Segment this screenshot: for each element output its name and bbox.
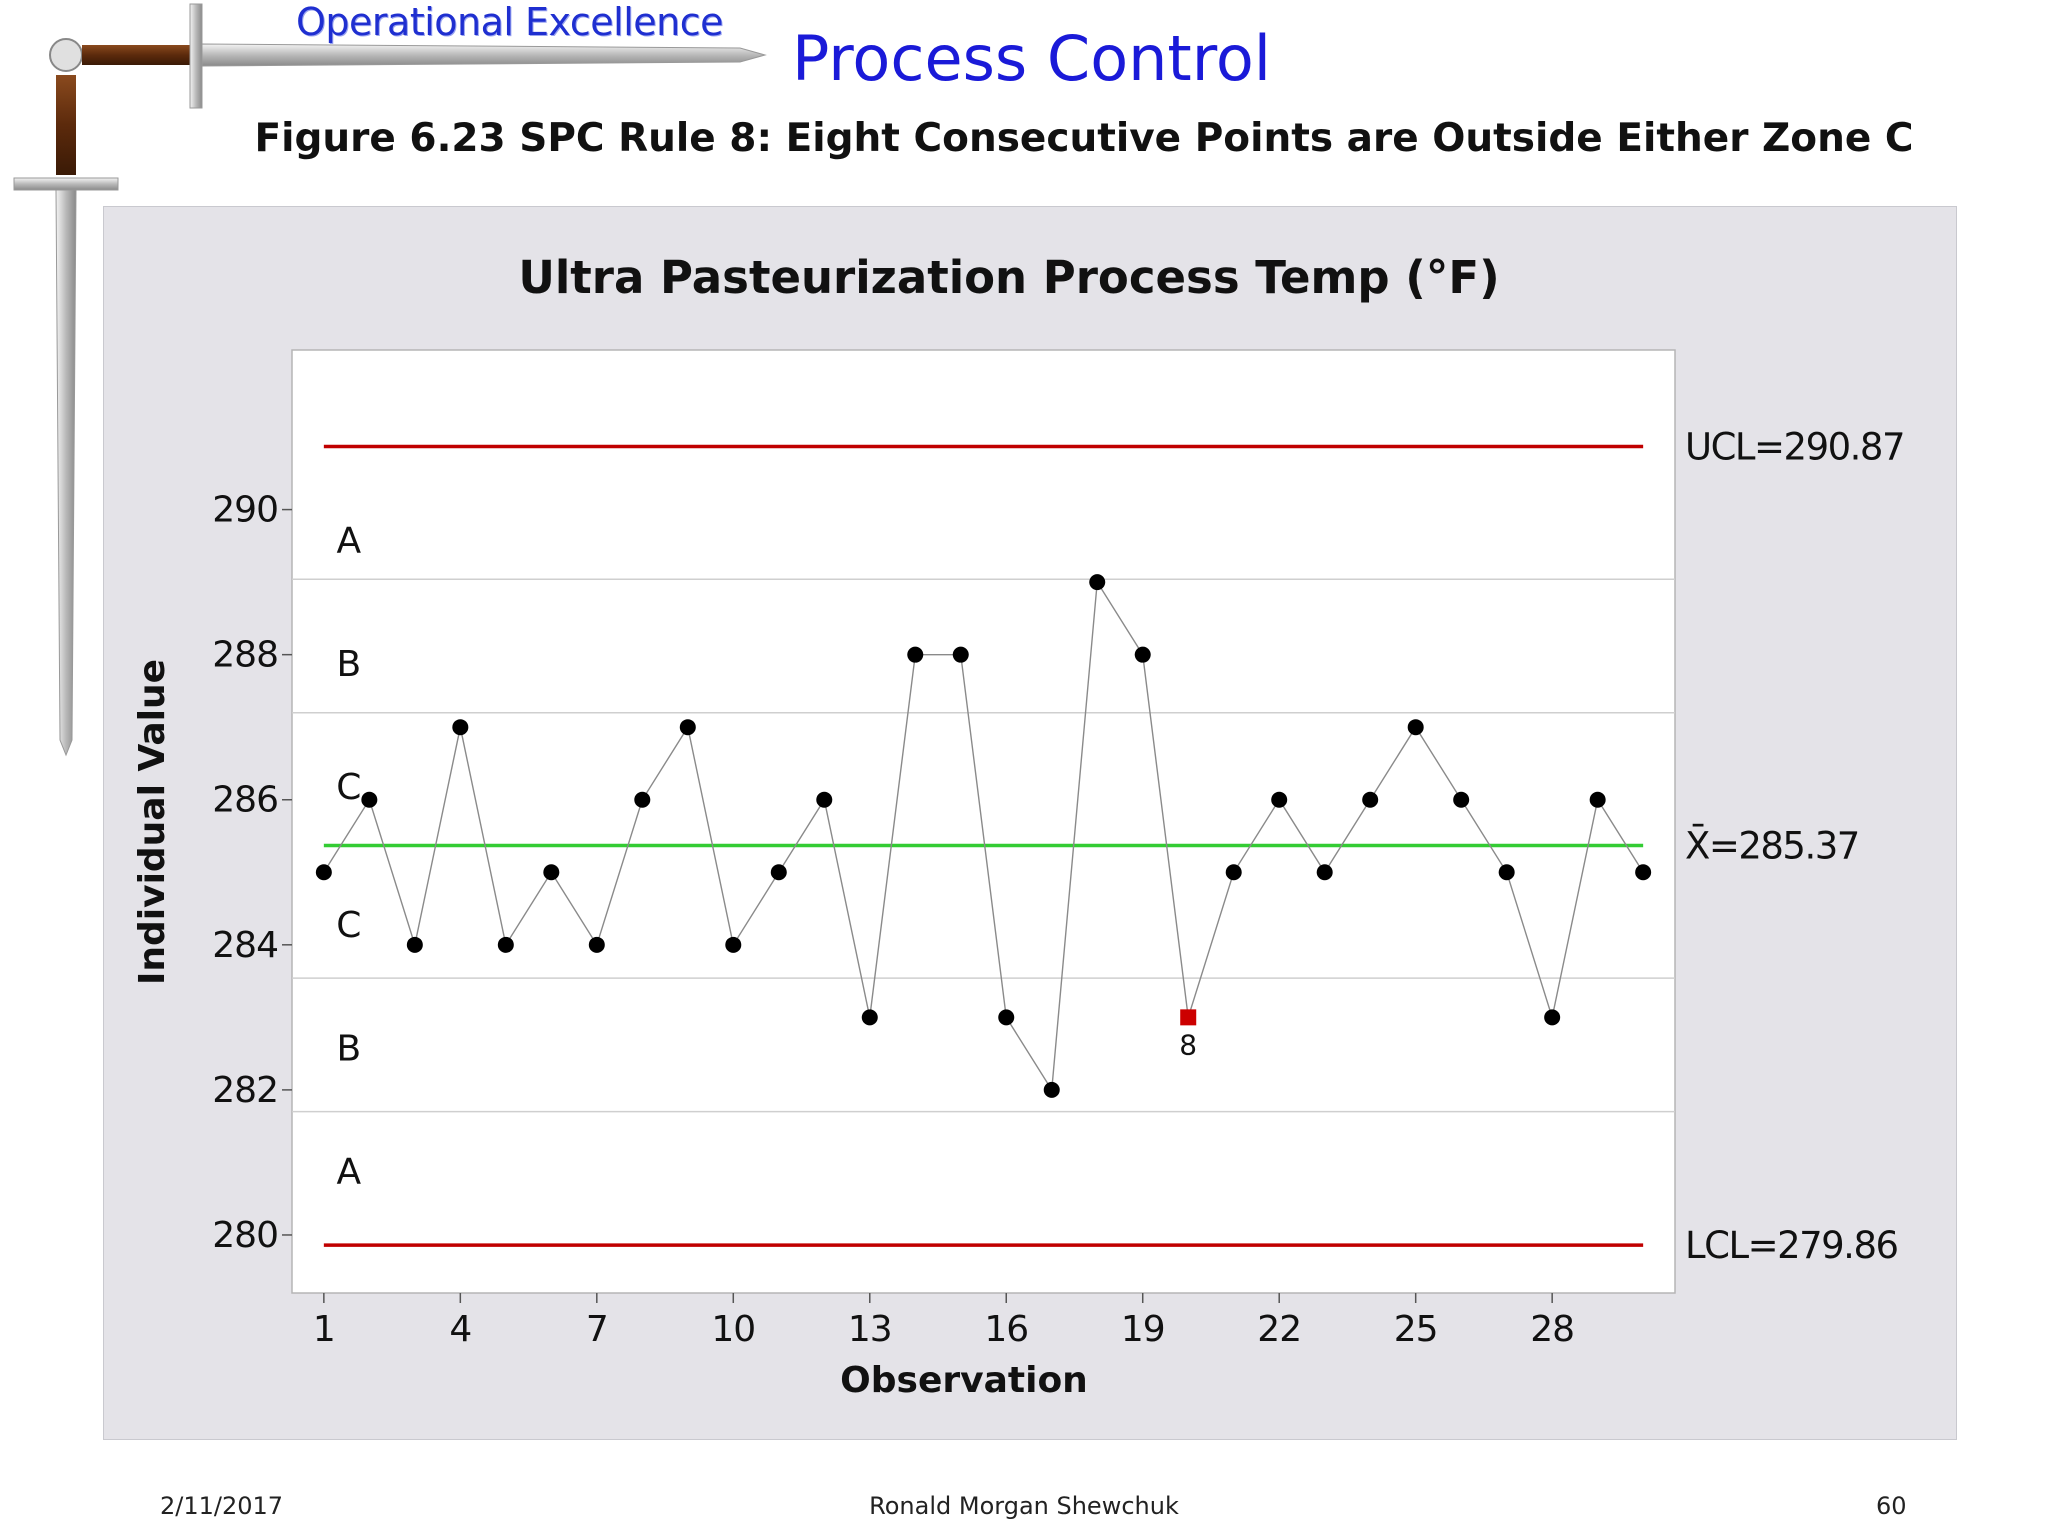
brand-label: Operational Excellence <box>296 0 723 44</box>
flagged-point-label: 8 <box>1179 1028 1197 1061</box>
control-chart: Ultra Pasteurization Process Temp (°F) A… <box>132 251 1906 1401</box>
x-tick-label: 10 <box>711 1309 755 1350</box>
sword-icon <box>13 3 767 757</box>
ucl-label: UCL=290.87 <box>1685 425 1904 468</box>
series-line <box>323 579 1644 1093</box>
data-point <box>315 864 332 881</box>
data-point <box>406 936 423 953</box>
data-point <box>634 791 651 808</box>
x-tick-label: 22 <box>1257 1309 1301 1350</box>
data-point <box>725 936 742 953</box>
data-point <box>1316 864 1333 881</box>
x-tick-label: 25 <box>1394 1309 1438 1350</box>
chart-panel: Ultra Pasteurization Process Temp (°F) A… <box>103 206 1957 1440</box>
x-tick-label: 28 <box>1530 1309 1574 1350</box>
zone-label: B <box>336 644 361 685</box>
zone-label: B <box>336 1028 361 1069</box>
figure-caption: Figure 6.23 SPC Rule 8: Eight Consecutiv… <box>254 116 1914 161</box>
x-axis-label: Observation <box>840 1360 1088 1401</box>
zone-label: C <box>336 767 361 808</box>
footer-page-number: 60 <box>1876 1492 1907 1520</box>
x-tick-label: 19 <box>1121 1309 1165 1350</box>
y-tick-label: 282 <box>212 1070 278 1111</box>
data-point <box>1635 864 1652 881</box>
x-tick-label: 16 <box>984 1309 1028 1350</box>
y-axis: 280 282 284 286 288 290 <box>212 490 292 1256</box>
plot-area <box>291 349 1676 1294</box>
center-label: X̄=285.37 <box>1685 824 1859 868</box>
flagged-point <box>1180 1009 1197 1026</box>
zone-label: A <box>337 1152 362 1193</box>
control-limit-labels: UCL=290.87 X̄=285.37 LCL=279.86 <box>1685 425 1906 1267</box>
x-axis: 1 4 7 10 13 16 19 22 25 28 <box>313 1293 1575 1350</box>
data-point <box>1407 719 1424 736</box>
x-tick-label: 13 <box>848 1309 892 1350</box>
data-point <box>1589 791 1606 808</box>
data-point <box>907 646 924 663</box>
series-polyline <box>323 579 1644 1093</box>
data-point <box>1498 864 1515 881</box>
y-tick-label: 288 <box>212 635 278 676</box>
footer-date: 2/11/2017 <box>160 1492 284 1520</box>
control-limits <box>323 444 1644 1247</box>
data-point <box>679 719 696 736</box>
data-point <box>588 936 605 953</box>
x-tick-label: 1 <box>313 1309 335 1350</box>
data-point <box>952 646 969 663</box>
data-point <box>1271 791 1288 808</box>
y-tick-label: 286 <box>212 780 278 821</box>
x-tick-label: 7 <box>586 1309 608 1350</box>
data-point <box>1225 864 1242 881</box>
data-point <box>361 791 378 808</box>
y-axis-label: Individual Value <box>132 659 173 985</box>
footer-author: Ronald Morgan Shewchuk <box>869 1492 1179 1520</box>
data-point <box>1134 646 1151 663</box>
data-point <box>1453 791 1470 808</box>
data-point <box>1362 791 1379 808</box>
data-point <box>1544 1009 1561 1026</box>
data-point <box>452 719 469 736</box>
slide-title: Process Control <box>792 22 1272 95</box>
chart-title: Ultra Pasteurization Process Temp (°F) <box>518 251 1499 304</box>
data-point <box>1089 574 1106 591</box>
data-point <box>1043 1081 1060 1098</box>
data-point <box>497 936 514 953</box>
data-point <box>770 864 787 881</box>
y-tick-label: 280 <box>212 1215 278 1256</box>
y-tick-label: 284 <box>212 925 278 966</box>
data-point <box>816 791 833 808</box>
data-points: 8 <box>315 574 1652 1098</box>
data-point <box>998 1009 1015 1026</box>
zone-labels: A B C C B A <box>336 521 361 1193</box>
lcl-label: LCL=279.86 <box>1685 1224 1898 1267</box>
zone-label: C <box>336 905 361 946</box>
zone-label: A <box>337 521 362 562</box>
zone-boundaries <box>292 578 1675 1113</box>
y-tick-label: 290 <box>212 490 278 531</box>
x-tick-label: 4 <box>449 1309 471 1350</box>
data-point <box>543 864 560 881</box>
data-point <box>861 1009 878 1026</box>
